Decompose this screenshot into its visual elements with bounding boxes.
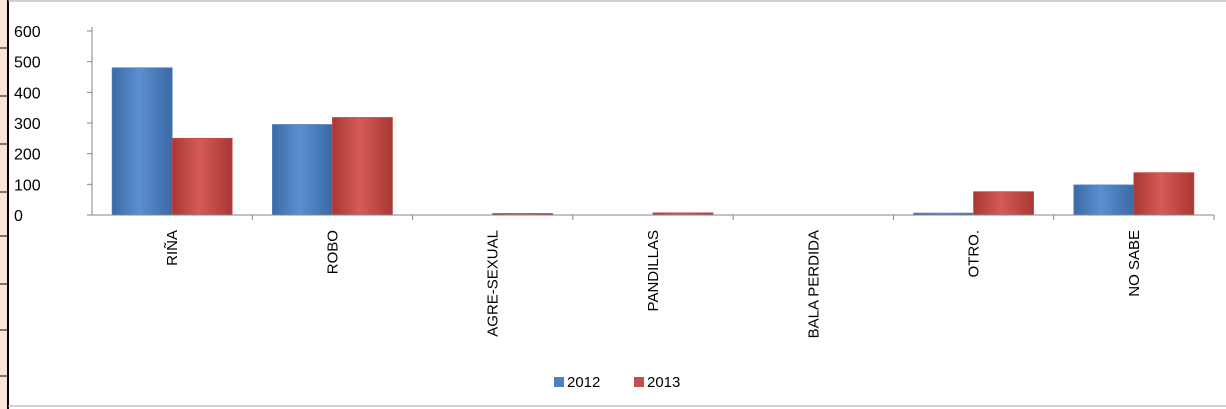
legend-label: 2012: [567, 374, 600, 391]
x-category-label: PANDILLAS: [645, 230, 662, 311]
x-axis: RIÑA ROBO AGRE-SEXUAL PANDILLAS BALA PERDIDA…: [92, 214, 1215, 338]
y-tick-label: 300: [14, 116, 41, 133]
bar-2013-6: [1133, 172, 1195, 216]
x-category-label: BALA PERDIDA: [805, 230, 822, 338]
left-strip: [0, 0, 8, 409]
bars: [111, 67, 1195, 216]
x-category-label: RIÑA: [164, 230, 181, 266]
legend-swatch-2012: [554, 377, 564, 387]
y-tick-label: 200: [14, 147, 41, 164]
y-tick-label: 0: [14, 208, 23, 225]
x-category-label: OTRO.: [966, 230, 983, 278]
x-category-label: AGRE-SEXUAL: [485, 230, 502, 337]
legend-swatch-2013: [634, 377, 644, 387]
legend-label: 2013: [647, 374, 680, 391]
y-tick-label: 600: [14, 24, 41, 41]
y-axis: 0 100 200 300 400 500 600: [14, 24, 93, 225]
bar-2012-1: [272, 124, 333, 216]
x-category-label: ROBO: [324, 230, 341, 274]
bar-2013-0: [171, 137, 233, 216]
strip-ticks: [0, 47, 8, 377]
y-tick-label: 500: [14, 55, 41, 72]
bar-2012-6: [1073, 184, 1135, 216]
bar-2013-5: [973, 191, 1034, 216]
y-tick-label: 400: [14, 85, 41, 102]
bar-2013-1: [332, 117, 393, 216]
x-category-label: NO SABE: [1126, 230, 1143, 297]
bar-2012-0: [111, 67, 173, 216]
legend: 2012 2013: [554, 374, 680, 391]
y-tick-label: 100: [14, 177, 41, 194]
